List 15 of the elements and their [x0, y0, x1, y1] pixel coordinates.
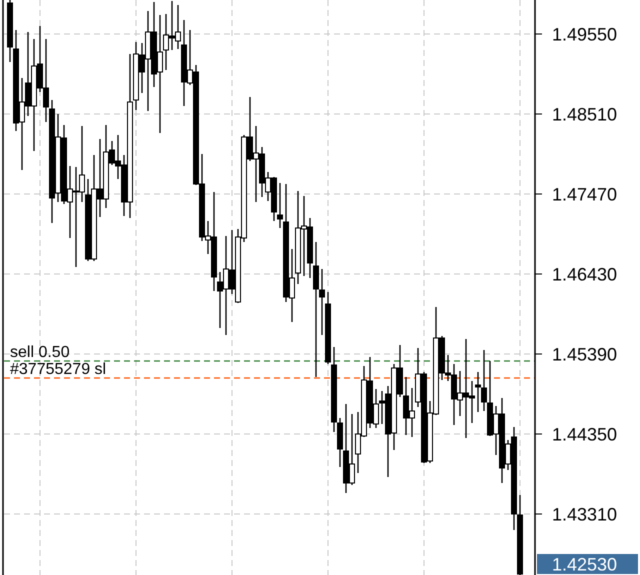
y-tick-label: 1.49550 — [552, 24, 618, 44]
y-tick-label: 1.48510 — [552, 104, 618, 124]
ref-line-label: #37755279 sl — [10, 361, 106, 378]
candlestick — [475, 371, 481, 413]
y-tick-label: 1.44350 — [552, 424, 618, 444]
candlestick — [319, 268, 325, 336]
y-tick-label: 1.43310 — [552, 504, 618, 524]
candlestick — [481, 349, 487, 412]
candlestick — [313, 241, 319, 378]
ref-line-label: sell 0.50 — [10, 344, 70, 361]
candlestick — [277, 182, 283, 229]
y-tick-label: 1.46430 — [552, 264, 618, 284]
y-tick-label: 1.47470 — [552, 184, 618, 204]
text: 1.42530 — [552, 554, 618, 574]
y-tick-label: 1.45390 — [552, 344, 618, 364]
